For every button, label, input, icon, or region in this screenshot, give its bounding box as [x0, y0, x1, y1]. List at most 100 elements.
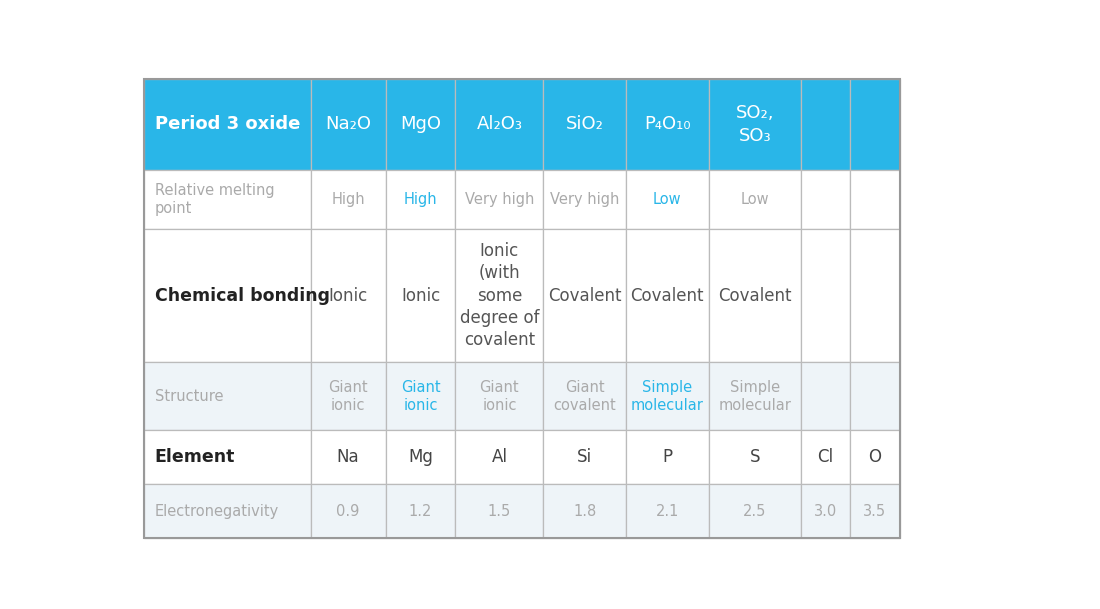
Text: Covalent: Covalent: [718, 287, 792, 304]
Bar: [801, 484, 850, 538]
Bar: [144, 362, 310, 431]
Bar: [626, 362, 708, 431]
Bar: [543, 484, 626, 538]
Bar: [708, 229, 801, 362]
Text: Giant
ionic: Giant ionic: [328, 379, 367, 414]
Bar: [626, 170, 708, 229]
Bar: [310, 484, 386, 538]
Bar: [850, 229, 900, 362]
Bar: [850, 431, 900, 484]
Bar: [543, 170, 626, 229]
Bar: [455, 431, 543, 484]
Bar: [543, 229, 626, 362]
Bar: [310, 229, 386, 362]
Bar: [455, 170, 543, 229]
Bar: [455, 362, 543, 431]
Bar: [144, 431, 310, 484]
Text: 3.0: 3.0: [814, 504, 837, 519]
Text: 2.1: 2.1: [656, 504, 679, 519]
Text: Element: Element: [154, 448, 235, 466]
Text: SiO₂: SiO₂: [565, 116, 604, 133]
Bar: [386, 362, 455, 431]
Bar: [626, 484, 708, 538]
Text: Cl: Cl: [817, 448, 834, 466]
Text: Mg: Mg: [408, 448, 433, 466]
Bar: [310, 79, 386, 170]
Text: Covalent: Covalent: [548, 287, 621, 304]
Text: Si: Si: [578, 448, 592, 466]
Bar: [386, 79, 455, 170]
Bar: [455, 229, 543, 362]
Text: Ionic: Ionic: [400, 287, 440, 304]
Bar: [708, 79, 801, 170]
Bar: [144, 79, 900, 538]
Text: Na: Na: [337, 448, 360, 466]
Text: Low: Low: [653, 192, 682, 207]
Bar: [801, 431, 850, 484]
Bar: [708, 484, 801, 538]
Bar: [543, 79, 626, 170]
Text: Very high: Very high: [464, 192, 535, 207]
Text: Electronegativity: Electronegativity: [154, 504, 278, 519]
Text: 0.9: 0.9: [337, 504, 360, 519]
Text: Period 3 oxide: Period 3 oxide: [155, 116, 300, 133]
Text: S: S: [749, 448, 760, 466]
Text: Chemical bonding: Chemical bonding: [154, 287, 330, 304]
Text: 3.5: 3.5: [864, 504, 887, 519]
Text: Giant
covalent: Giant covalent: [553, 379, 616, 414]
Bar: [386, 431, 455, 484]
Text: Very high: Very high: [550, 192, 619, 207]
Bar: [310, 362, 386, 431]
Bar: [850, 170, 900, 229]
Text: Ionic: Ionic: [329, 287, 367, 304]
Text: Ionic
(with
some
degree of
covalent: Ionic (with some degree of covalent: [460, 242, 539, 349]
Bar: [144, 229, 310, 362]
Text: MgO: MgO: [400, 116, 441, 133]
Text: Giant
ionic: Giant ionic: [400, 379, 440, 414]
Bar: [801, 79, 850, 170]
Text: 2.5: 2.5: [742, 504, 767, 519]
Bar: [801, 170, 850, 229]
Bar: [144, 170, 310, 229]
Bar: [386, 229, 455, 362]
Bar: [386, 484, 455, 538]
Bar: [144, 484, 310, 538]
Bar: [850, 79, 900, 170]
Text: High: High: [331, 192, 365, 207]
Bar: [708, 362, 801, 431]
Bar: [708, 170, 801, 229]
Text: 1.5: 1.5: [487, 504, 512, 519]
Text: 1.8: 1.8: [573, 504, 596, 519]
Bar: [455, 79, 543, 170]
Bar: [708, 431, 801, 484]
Bar: [310, 170, 386, 229]
Text: SO₂,
SO₃: SO₂, SO₃: [736, 104, 774, 144]
Text: Covalent: Covalent: [630, 287, 704, 304]
Text: P: P: [662, 448, 672, 466]
Bar: [850, 484, 900, 538]
Text: Simple
molecular: Simple molecular: [718, 379, 791, 414]
Bar: [386, 170, 455, 229]
Bar: [543, 431, 626, 484]
Bar: [626, 229, 708, 362]
Text: 1.2: 1.2: [409, 504, 432, 519]
Text: High: High: [404, 192, 438, 207]
Text: Simple
molecular: Simple molecular: [631, 379, 704, 414]
Bar: [801, 362, 850, 431]
Text: P₄O₁₀: P₄O₁₀: [644, 116, 691, 133]
Bar: [144, 79, 310, 170]
Text: Al: Al: [492, 448, 507, 466]
Bar: [626, 431, 708, 484]
Bar: [850, 362, 900, 431]
Text: Al₂O₃: Al₂O₃: [476, 116, 522, 133]
Text: Relative melting
point: Relative melting point: [154, 183, 274, 216]
Text: Structure: Structure: [154, 389, 223, 404]
Text: Giant
ionic: Giant ionic: [480, 379, 519, 414]
Bar: [801, 229, 850, 362]
Bar: [626, 79, 708, 170]
Text: Low: Low: [740, 192, 769, 207]
Text: Na₂O: Na₂O: [326, 116, 371, 133]
Text: O: O: [868, 448, 881, 466]
Bar: [543, 362, 626, 431]
Bar: [310, 431, 386, 484]
